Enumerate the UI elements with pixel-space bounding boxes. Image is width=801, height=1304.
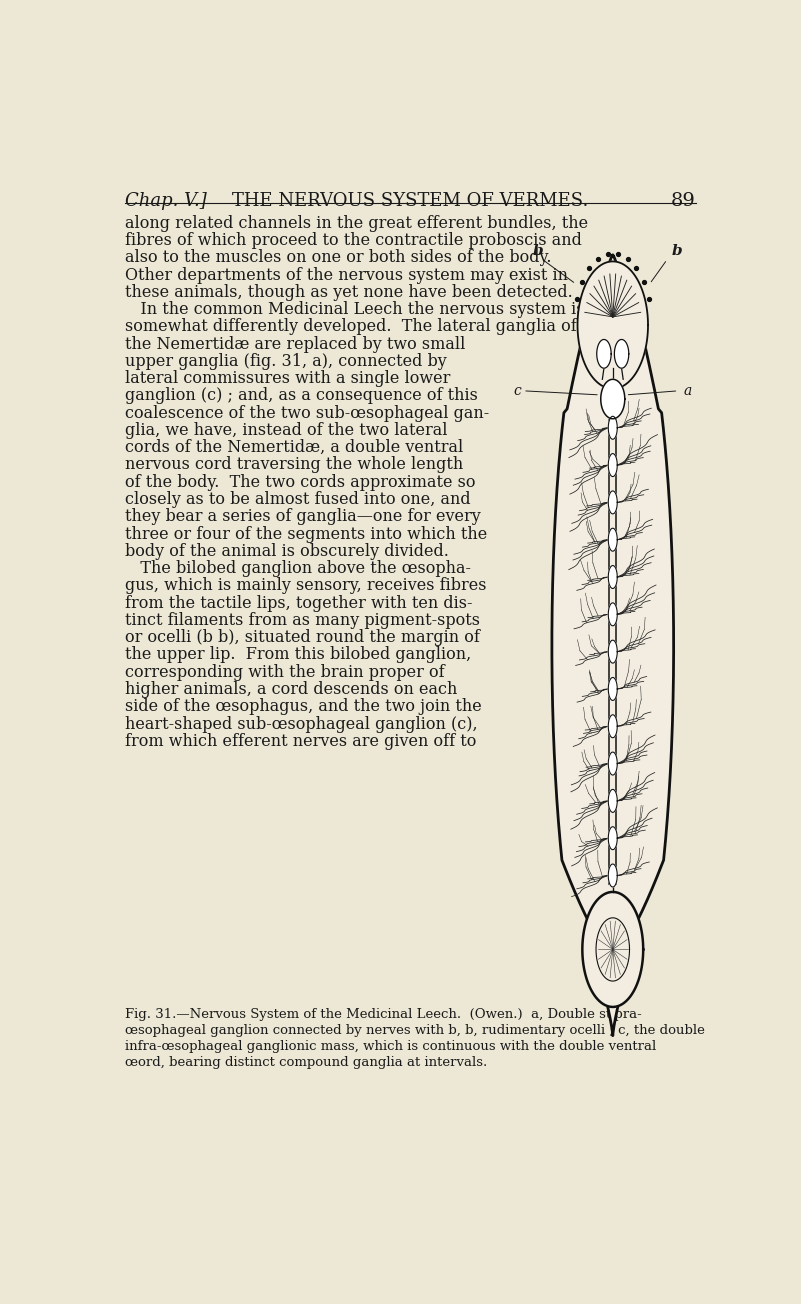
Text: 89: 89 [671,192,696,210]
Polygon shape [608,416,618,439]
Polygon shape [608,602,618,626]
Polygon shape [597,339,611,368]
Text: fibres of which proceed to the contractile proboscis and: fibres of which proceed to the contracti… [125,232,582,249]
Text: Other departments of the nervous system may exist in: Other departments of the nervous system … [125,266,568,283]
Polygon shape [608,454,618,476]
Text: closely as to be almost fused into one, and: closely as to be almost fused into one, … [125,492,470,509]
Text: lateral commissures with a single lower: lateral commissures with a single lower [125,370,450,387]
Text: from the tactile lips, together with ten dis-: from the tactile lips, together with ten… [125,595,473,612]
Text: Fig. 31.—Nervous System of the Medicinal Leech.  (Owen.)  a, Double supra-: Fig. 31.—Nervous System of the Medicinal… [125,1008,642,1021]
Text: b: b [533,244,543,258]
Polygon shape [608,827,618,850]
Text: higher animals, a cord descends on each: higher animals, a cord descends on each [125,681,457,698]
Polygon shape [608,528,618,552]
Text: somewhat differently developed.  The lateral ganglia of: somewhat differently developed. The late… [125,318,577,335]
Polygon shape [608,566,618,588]
Text: from which efferent nerves are given off to: from which efferent nerves are given off… [125,733,477,750]
Text: upper ganglia (fig. 31, a), connected by: upper ganglia (fig. 31, a), connected by [125,353,447,370]
Polygon shape [608,640,618,664]
Polygon shape [608,865,618,887]
Text: nervous cord traversing the whole length: nervous cord traversing the whole length [125,456,463,473]
Text: the upper lip.  From this bilobed ganglion,: the upper lip. From this bilobed ganglio… [125,647,471,664]
Text: œsophageal ganglion connected by nerves with b, b, rudimentary ocelli ; c, the d: œsophageal ganglion connected by nerves … [125,1024,705,1037]
Text: they bear a series of ganglia—one for every: they bear a series of ganglia—one for ev… [125,509,481,526]
Text: also to the muscles on one or both sides of the body.: also to the muscles on one or both sides… [125,249,551,266]
Text: tinct filaments from as many pigment-spots: tinct filaments from as many pigment-spo… [125,612,480,629]
Text: ganglion (c) ; and, as a consequence of this: ganglion (c) ; and, as a consequence of … [125,387,478,404]
Text: three or four of the segments into which the: three or four of the segments into which… [125,526,487,542]
Polygon shape [578,261,648,389]
Text: The bilobed ganglion above the œsopha-: The bilobed ganglion above the œsopha- [125,561,471,578]
Text: glia, we have, instead of the two lateral: glia, we have, instead of the two latera… [125,422,448,439]
Text: coalescence of the two sub-œsophageal gan-: coalescence of the two sub-œsophageal ga… [125,404,489,421]
Polygon shape [601,379,625,419]
Text: c: c [513,383,521,398]
Text: cords of the Nemertidæ, a double ventral: cords of the Nemertidæ, a double ventral [125,439,463,456]
Text: side of the œsophagus, and the two join the: side of the œsophagus, and the two join … [125,698,481,716]
Text: of the body.  The two cords approximate so: of the body. The two cords approximate s… [125,473,476,490]
Polygon shape [614,339,629,368]
Text: or ocelli (b b), situated round the margin of: or ocelli (b b), situated round the marg… [125,630,480,647]
Text: œord, bearing distinct compound ganglia at intervals.: œord, bearing distinct compound ganglia … [125,1056,487,1069]
Text: these animals, though as yet none have been detected.: these animals, though as yet none have b… [125,284,573,301]
Polygon shape [582,892,643,1007]
Polygon shape [608,752,618,775]
Polygon shape [608,789,618,812]
Polygon shape [608,678,618,700]
Text: the Nemertidæ are replaced by two small: the Nemertidæ are replaced by two small [125,335,465,352]
Text: In the common Medicinal Leech the nervous system is: In the common Medicinal Leech the nervou… [125,301,585,318]
Text: body of the animal is obscurely divided.: body of the animal is obscurely divided. [125,542,449,559]
Text: b: b [672,244,682,258]
Text: a: a [683,383,691,398]
Text: infra-œsophageal ganglionic mass, which is continuous with the double ventral: infra-œsophageal ganglionic mass, which … [125,1041,656,1054]
Text: along related channels in the great efferent bundles, the: along related channels in the great effe… [125,215,588,232]
Text: gus, which is mainly sensory, receives fibres: gus, which is mainly sensory, receives f… [125,578,486,595]
Polygon shape [608,490,618,514]
Text: corresponding with the brain proper of: corresponding with the brain proper of [125,664,445,681]
Polygon shape [608,715,618,738]
Text: THE NERVOUS SYSTEM OF VERMES.: THE NERVOUS SYSTEM OF VERMES. [232,192,589,210]
Text: heart-shaped sub-œsophageal ganglion (c),: heart-shaped sub-œsophageal ganglion (c)… [125,716,477,733]
Text: Chap. V.]: Chap. V.] [125,192,207,210]
Polygon shape [552,256,674,1035]
